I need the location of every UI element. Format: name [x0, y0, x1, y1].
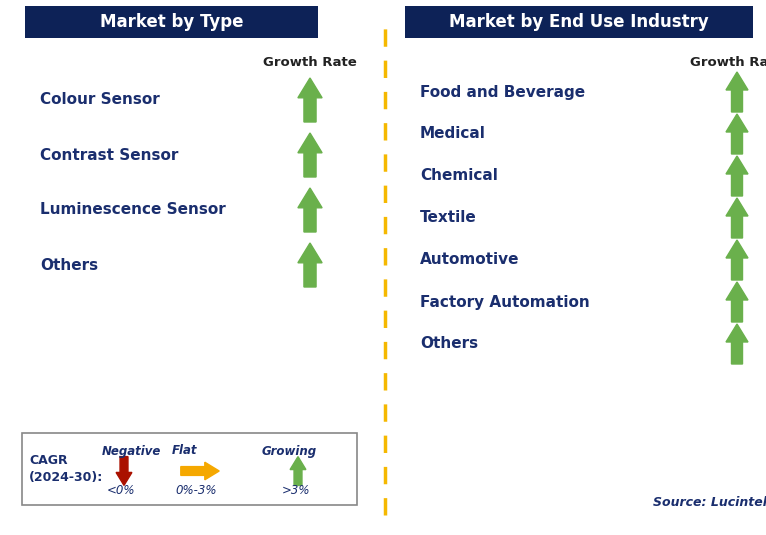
FancyArrow shape: [290, 456, 306, 485]
Text: Luminescence Sensor: Luminescence Sensor: [40, 203, 226, 218]
Text: Growth Rate: Growth Rate: [264, 57, 357, 70]
FancyArrow shape: [116, 456, 132, 485]
Text: <0%: <0%: [107, 485, 136, 498]
Text: Contrast Sensor: Contrast Sensor: [40, 148, 178, 163]
FancyArrow shape: [726, 282, 748, 322]
Text: Others: Others: [40, 257, 98, 272]
FancyArrow shape: [298, 133, 322, 177]
FancyArrow shape: [726, 324, 748, 364]
FancyArrow shape: [726, 198, 748, 238]
Text: Food and Beverage: Food and Beverage: [420, 85, 585, 100]
Bar: [25, 6, 318, 38]
FancyArrow shape: [181, 462, 219, 480]
Text: Negative: Negative: [102, 445, 162, 457]
Text: Source: Lucintel: Source: Lucintel: [653, 496, 766, 509]
Text: Market by End Use Industry: Market by End Use Industry: [449, 13, 709, 31]
FancyArrow shape: [726, 156, 748, 196]
Text: 0%-3%: 0%-3%: [175, 485, 217, 498]
FancyArrow shape: [298, 78, 322, 122]
FancyArrow shape: [298, 188, 322, 232]
Text: CAGR
(2024-30):: CAGR (2024-30):: [29, 454, 103, 484]
Text: >3%: >3%: [282, 485, 310, 498]
Text: Colour Sensor: Colour Sensor: [40, 93, 160, 108]
FancyArrow shape: [298, 243, 322, 287]
Text: Market by Type: Market by Type: [100, 13, 244, 31]
FancyArrow shape: [726, 72, 748, 112]
Text: Growth Rate: Growth Rate: [690, 57, 766, 70]
Bar: [405, 6, 753, 38]
Bar: [22, 433, 357, 505]
Text: Textile: Textile: [420, 210, 476, 225]
Text: Medical: Medical: [420, 126, 486, 141]
Text: Automotive: Automotive: [420, 253, 519, 268]
FancyArrow shape: [726, 240, 748, 280]
Text: Flat: Flat: [172, 445, 198, 457]
FancyArrow shape: [726, 114, 748, 154]
Text: Chemical: Chemical: [420, 169, 498, 184]
Text: Growing: Growing: [262, 445, 317, 457]
Text: Factory Automation: Factory Automation: [420, 294, 590, 310]
Text: Others: Others: [420, 337, 478, 351]
